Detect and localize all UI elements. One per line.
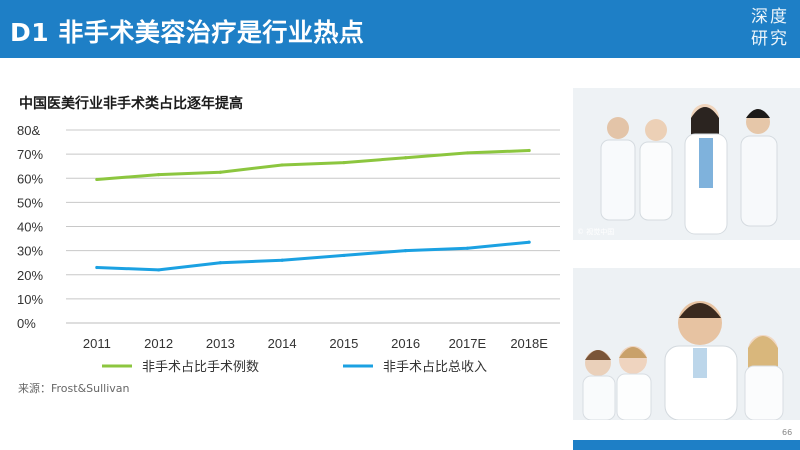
y-tick-label: 0% bbox=[17, 316, 36, 331]
y-tick-label: 30% bbox=[17, 244, 43, 259]
data-point bbox=[465, 246, 469, 250]
data-point bbox=[404, 249, 408, 253]
x-tick-label: 2017E bbox=[449, 336, 487, 351]
data-point bbox=[342, 160, 346, 165]
data-point bbox=[157, 173, 161, 177]
data-point bbox=[527, 148, 531, 153]
header-bar: D1 非手术美容治疗是行业热点 深度 研究 bbox=[0, 0, 800, 58]
data-point bbox=[218, 261, 222, 265]
data-point bbox=[218, 170, 222, 174]
x-tick-label: 2014 bbox=[268, 336, 297, 351]
source-note: 来源：Frost&Sullivan bbox=[18, 382, 130, 395]
doctors-group-illustration bbox=[573, 88, 800, 240]
page-number: 66 bbox=[782, 428, 793, 437]
x-tick-label: 2018E bbox=[510, 336, 548, 351]
logo-line-2: 研究 bbox=[751, 29, 789, 49]
y-tick-label: 50% bbox=[17, 195, 43, 210]
y-tick-label: 10% bbox=[17, 292, 43, 307]
legend-label: 非手术占比总收入 bbox=[383, 360, 487, 375]
page-title: D1 非手术美容治疗是行业热点 bbox=[10, 18, 365, 47]
data-point bbox=[280, 258, 284, 262]
y-tick-label: 20% bbox=[17, 268, 43, 283]
data-point bbox=[157, 268, 161, 272]
series-line-2 bbox=[95, 240, 531, 272]
doctors-team-photo: © 视觉中国 bbox=[573, 88, 800, 240]
footer-bar bbox=[573, 440, 800, 450]
x-tick-label: 2013 bbox=[206, 336, 235, 351]
data-point bbox=[465, 151, 469, 155]
data-point bbox=[404, 156, 408, 160]
doctors-smiling-photo bbox=[573, 268, 800, 420]
series-line-1 bbox=[95, 149, 531, 181]
doctors-smiling-illustration bbox=[573, 268, 800, 420]
x-tick-label: 2012 bbox=[144, 336, 173, 351]
data-point bbox=[95, 177, 99, 182]
legend-label: 非手术占比手术例数 bbox=[142, 360, 259, 375]
data-point bbox=[342, 253, 346, 258]
photo-watermark: © 视觉中国 bbox=[577, 228, 615, 236]
brand-logo: 深度 研究 bbox=[748, 6, 792, 54]
data-point bbox=[95, 265, 99, 270]
data-point bbox=[280, 163, 284, 167]
y-tick-label: 70% bbox=[17, 147, 43, 162]
y-tick-label: 60% bbox=[17, 171, 43, 186]
x-tick-label: 2016 bbox=[391, 336, 420, 351]
logo-line-1: 深度 bbox=[751, 7, 789, 27]
line-chart: 0% 10% 20% 30% 40% 50% 60% 70% 80&2011 2012 2013 20… bbox=[17, 123, 560, 375]
chart-title: 中国医美行业非手术类占比逐年提高 bbox=[19, 96, 243, 112]
x-tick-label: 2015 bbox=[329, 336, 358, 351]
data-point bbox=[527, 240, 531, 244]
y-tick-label: 80& bbox=[17, 123, 40, 138]
x-tick-label: 2011 bbox=[83, 336, 111, 351]
y-tick-label: 40% bbox=[17, 220, 43, 235]
